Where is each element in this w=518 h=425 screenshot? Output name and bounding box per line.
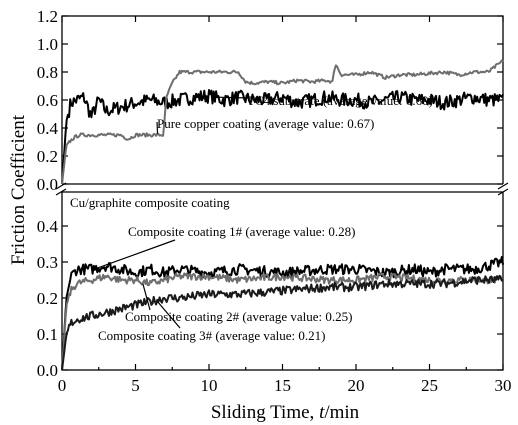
annotation-leader-lower-0 [94, 239, 176, 270]
y-tick-label-lower-0: 0.0 [37, 361, 58, 380]
series-line-lower-1 [61, 272, 504, 371]
y-tick-label-upper-5: 1.0 [37, 35, 58, 54]
annotation-label-upper-0: TC4 substrate (average value: 0.60) [247, 93, 433, 108]
x-axis-title: Sliding Time, t/min [211, 402, 360, 423]
lower-panel-title: Cu/graphite composite coating [70, 195, 230, 210]
y-tick-label-lower-4: 0.4 [37, 217, 59, 236]
series-line-upper-0 [61, 89, 504, 185]
ticks-layer: 0 5 10 15 20 25 30 0.0 0.2 0.4 0.6 0.8 1.0 1.2 0.0 0.1 0… [37, 7, 512, 395]
y-tick-label-upper-4: 0.8 [37, 63, 58, 82]
y-tick-label-upper-2: 0.4 [37, 119, 59, 138]
annotation-leader-lower-1 [142, 283, 151, 311]
x-tick-label-1: 5 [131, 376, 140, 395]
annotation-leader-upper-1 [156, 121, 159, 134]
annotation-leader-upper-0 [216, 96, 251, 99]
x-axis-title-prefix: Sliding Time, [211, 402, 319, 423]
axis-break-mark-left-b [55, 188, 67, 196]
y-axis-title: Friction Coefficient [8, 114, 29, 265]
y-tick-label-upper-1: 0.2 [37, 147, 58, 166]
x-tick-label-0: 0 [58, 376, 67, 395]
annotation-label-lower-0: Composite coating 1# (average value: 0.2… [128, 224, 355, 239]
y-tick-label-upper-3: 0.6 [37, 91, 58, 110]
annotation-label-lower-1: Composite coating 2# (average value: 0.2… [125, 309, 352, 324]
x-tick-label-6: 30 [495, 376, 512, 395]
annotation-layer: TC4 substrate (average value: 0.60) Pure … [94, 93, 433, 343]
x-tick-label-3: 15 [274, 376, 291, 395]
x-tick-label-2: 10 [201, 376, 218, 395]
series-line-lower-2 [61, 274, 504, 371]
x-tick-label-4: 20 [348, 376, 365, 395]
axis-break-mark-right-a [497, 182, 509, 190]
x-axis-title-var: t [319, 402, 325, 423]
series-line-upper-1 [61, 59, 504, 185]
axis-break-mark-right-b [497, 188, 509, 196]
y-tick-label-upper-6: 1.2 [37, 7, 58, 26]
y-tick-label-upper-0: 0.0 [37, 175, 58, 194]
x-tick-label-5: 25 [421, 376, 438, 395]
series-layer [61, 59, 504, 371]
axis-break-gap [58, 184, 507, 192]
annotation-leader-lower-2 [157, 301, 181, 329]
y-tick-label-lower-3: 0.3 [37, 253, 58, 272]
annotation-label-upper-1: Pure copper coating (average value: 0.67… [157, 116, 374, 131]
y-tick-label-lower-2: 0.2 [37, 289, 58, 308]
annotation-label-lower-2: Composite coating 3# (average value: 0.2… [98, 328, 325, 343]
series-line-lower-0 [61, 256, 504, 371]
y-tick-label-lower-1: 0.1 [37, 325, 58, 344]
x-axis-title-suffix: /min [324, 402, 359, 423]
